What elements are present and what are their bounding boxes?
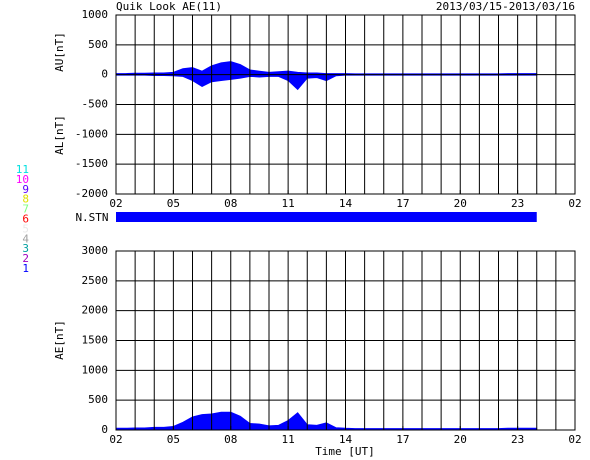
x-tick-label: 05	[167, 433, 180, 446]
x-tick-label: 11	[282, 433, 295, 446]
x-axis-label: Time [UT]	[315, 445, 375, 458]
station-legend-label: 1	[22, 262, 29, 275]
area	[115, 61, 538, 76]
x-tick-label: 14	[339, 433, 353, 446]
y-tick-label: 500	[88, 393, 108, 406]
plot-frame	[115, 14, 576, 195]
y-tick-label: 0	[101, 68, 108, 81]
x-tick-label: 23	[511, 433, 524, 446]
y-tick-label: -1000	[75, 127, 108, 140]
x-tick-label: 02	[109, 433, 122, 446]
x-tick-label: 14	[339, 197, 353, 210]
y-tick-label: 500	[88, 38, 108, 51]
x-tick-label: 05	[167, 197, 180, 210]
station-legend-label: 6	[22, 213, 29, 226]
station-legend-label: 11	[16, 163, 29, 176]
x-tick-label: 20	[454, 433, 467, 446]
x-tick-label: 02	[109, 197, 122, 210]
area	[115, 411, 538, 431]
chart-title: Quik Look AE(11)	[116, 0, 222, 13]
x-tick-label: 11	[282, 197, 295, 210]
y-tick-label: 2500	[82, 274, 109, 287]
plot-frame	[115, 250, 576, 431]
x-tick-label: 02	[568, 433, 581, 446]
station-legend-label: 4	[22, 232, 29, 245]
y-tick-label: 1000	[82, 8, 109, 21]
station-label: N.STN	[75, 211, 108, 224]
x-tick-label: 08	[224, 197, 237, 210]
y-axis-label: AE[nT]	[53, 320, 66, 360]
station-legend-label: 9	[22, 183, 29, 196]
y-tick-label: 2000	[82, 304, 109, 317]
y-tick-label: 1500	[82, 334, 109, 347]
x-tick-label: 20	[454, 197, 467, 210]
station-legend-label: 10	[16, 173, 29, 186]
y-tick-label: -500	[82, 98, 109, 111]
station-legend-label: 5	[22, 222, 29, 235]
area	[115, 74, 538, 91]
x-tick-label: 17	[396, 197, 409, 210]
x-tick-label: 08	[224, 433, 237, 446]
y-tick-label: -1500	[75, 157, 108, 170]
x-tick-label: 23	[511, 197, 524, 210]
x-tick-label: 17	[396, 433, 409, 446]
y-tick-label: 3000	[82, 244, 109, 257]
chart-subtitle: 2013/03/15-2013/03/16	[436, 0, 575, 13]
station-bar	[116, 212, 537, 222]
y-tick-label: 0	[101, 423, 108, 436]
station-legend-label: 2	[22, 252, 29, 265]
x-tick-label: 02	[568, 197, 581, 210]
y-axis-label: AL[nT]	[53, 115, 66, 155]
station-legend-label: 7	[22, 203, 29, 216]
station-legend-label: 8	[22, 193, 29, 206]
station-legend-label: 3	[22, 242, 29, 255]
y-tick-label: 1000	[82, 363, 109, 376]
y-axis-label: AU[nT]	[53, 32, 66, 72]
y-tick-label: -2000	[75, 187, 108, 200]
